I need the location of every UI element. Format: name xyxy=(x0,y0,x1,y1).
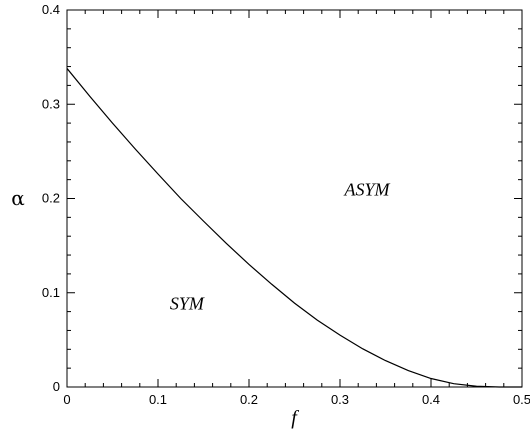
y-tick-label: 0.3 xyxy=(42,96,60,111)
x-tick-label: 0 xyxy=(63,392,70,407)
axis-ticks xyxy=(66,9,523,388)
y-tick-label: 0 xyxy=(53,379,60,394)
x-tick-labels: 0 0.1 0.2 0.3 0.4 0.5 xyxy=(63,392,530,407)
region-label-asym: ASYM xyxy=(344,180,391,200)
x-tick-label: 0.2 xyxy=(240,392,258,407)
x-axis-label: f xyxy=(291,407,299,429)
x-tick-label: 0.1 xyxy=(149,392,167,407)
y-tick-labels: 0 0.1 0.2 0.3 0.4 xyxy=(42,2,60,394)
y-tick-label: 0.2 xyxy=(42,191,60,206)
region-labels: ASYM SYM xyxy=(170,180,391,314)
plot-frame xyxy=(66,9,523,388)
region-label-sym: SYM xyxy=(170,294,205,314)
y-tick-label: 0.1 xyxy=(42,285,60,300)
x-tick-label: 0.5 xyxy=(513,392,530,407)
y-axis-label: α xyxy=(11,186,25,210)
phase-boundary-line xyxy=(66,68,522,388)
x-tick-label: 0.4 xyxy=(422,392,440,407)
x-tick-label: 0.3 xyxy=(331,392,349,407)
y-tick-label: 0.4 xyxy=(42,2,60,17)
